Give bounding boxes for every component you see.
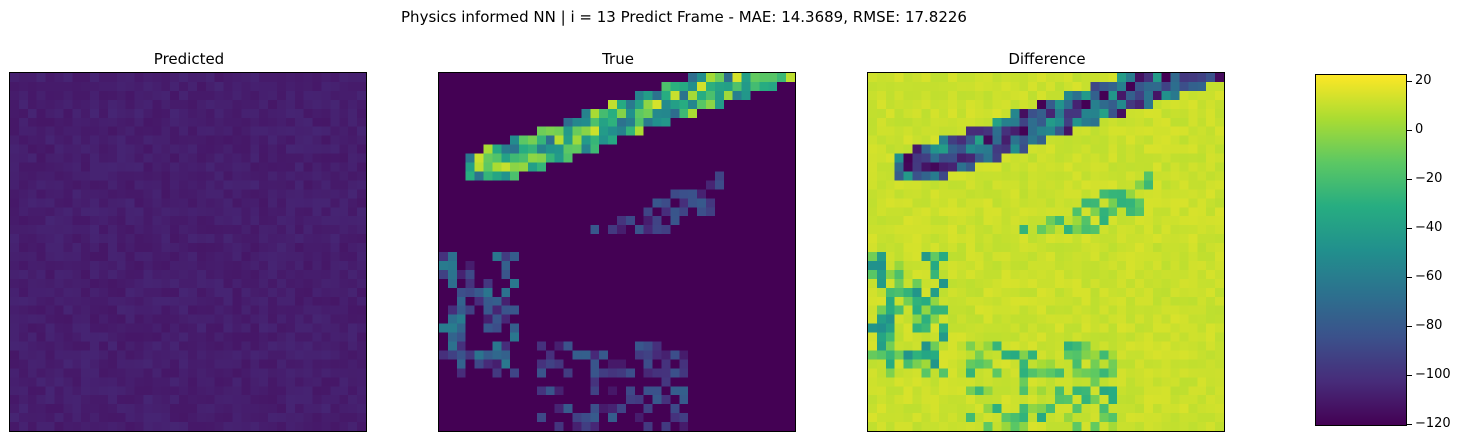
colorbar-tick (1407, 325, 1412, 327)
colorbar-tick (1407, 130, 1412, 132)
colorbar-tick-label: −60 (1415, 268, 1443, 284)
predicted-panel-title: Predicted (153, 50, 225, 68)
colorbar-tick (1407, 276, 1412, 278)
colorbar-tick-label: 20 (1415, 73, 1432, 89)
colorbar-tick (1407, 81, 1412, 83)
colorbar (1315, 74, 1407, 426)
colorbar-tick-label: −120 (1415, 415, 1451, 431)
difference-heatmap (867, 72, 1225, 432)
true-heatmap (438, 72, 796, 432)
colorbar-tick-label: −80 (1415, 317, 1443, 333)
colorbar-tick-label: 0 (1415, 122, 1424, 138)
true-panel-title: True (602, 50, 634, 68)
colorbar-tick-label: −100 (1415, 366, 1451, 382)
difference-panel-title: Difference (1008, 50, 1086, 68)
colorbar-tick-label: −20 (1415, 171, 1443, 187)
predicted-heatmap (9, 72, 367, 432)
colorbar-tick (1407, 374, 1412, 376)
colorbar-tick-label: −40 (1415, 220, 1443, 235)
colorbar-tick (1407, 179, 1412, 181)
colorbar-tick (1407, 228, 1412, 229)
figure-title: Physics informed NN | i = 13 Predict Fra… (401, 8, 967, 26)
colorbar-tick (1407, 423, 1412, 425)
